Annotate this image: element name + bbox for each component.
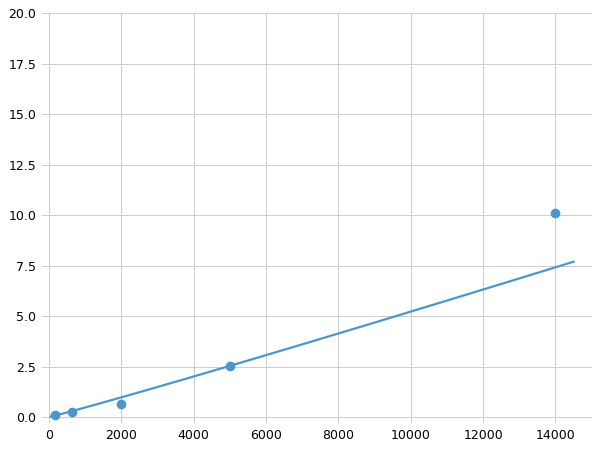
Point	[116, 400, 126, 408]
Point	[225, 362, 235, 369]
Point	[50, 411, 59, 418]
Point	[67, 409, 76, 416]
Point	[551, 210, 560, 217]
